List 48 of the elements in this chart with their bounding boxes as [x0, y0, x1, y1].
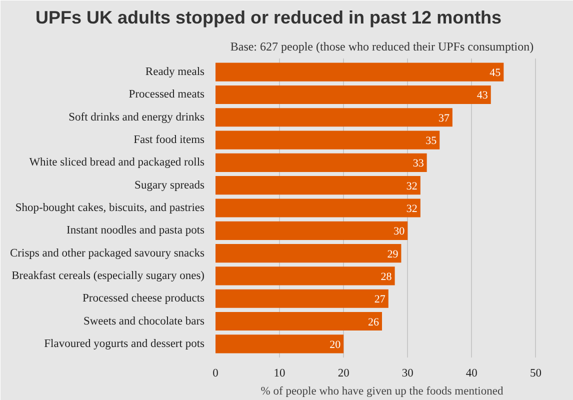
data-label: 37: [438, 112, 450, 124]
x-tick-label: 50: [530, 368, 542, 380]
x-axis-title: % of people who have given up the foods mentioned: [260, 386, 504, 398]
y-tick-label: White sliced bread and packaged rolls: [29, 156, 206, 169]
y-tick-label: Breakfast cereals (especially sugary ones): [12, 270, 205, 282]
y-tick-label: Fast food items: [134, 134, 206, 146]
bar: [216, 176, 420, 195]
data-label: 45: [490, 67, 502, 80]
bar: [216, 244, 402, 263]
bar: [216, 289, 388, 308]
bar: [216, 153, 427, 172]
data-label: 32: [406, 180, 418, 192]
data-label: 27: [374, 294, 386, 306]
y-tick-label: Ready meals: [145, 66, 206, 78]
x-tick-label: 40: [466, 368, 478, 380]
bar: [216, 334, 344, 354]
y-tick-label: Sugary spreads: [134, 179, 206, 192]
data-label: 20: [330, 338, 342, 351]
y-tick-label: Shop-bought cakes, biscuits, and pastries: [15, 202, 206, 214]
bar: [216, 62, 504, 82]
data-label: 32: [406, 203, 418, 215]
y-tick-label: Instant noodles and pasta pots: [66, 224, 206, 237]
x-tick-label: 30: [402, 368, 414, 380]
y-tick-label: Crisps and other packaged savoury snacks: [10, 247, 206, 260]
chart-subtitle: Base: 627 people (those who reduced their UPFs consumption): [230, 40, 534, 54]
data-label: 26: [368, 316, 380, 328]
data-label: 33: [412, 158, 424, 170]
x-tick-label: 0: [212, 368, 219, 380]
y-tick-label: Sweets and chocolate bars: [83, 315, 206, 328]
data-label: 30: [394, 226, 406, 238]
data-label: 29: [387, 248, 399, 260]
bar: [216, 312, 382, 331]
y-tick-label: Flavoured yogurts and dessert pots: [44, 338, 206, 350]
bar: [216, 221, 408, 240]
bar: [216, 108, 452, 127]
data-label: 43: [476, 90, 488, 102]
bar: [216, 130, 440, 150]
y-tick-label: Processed meats: [128, 88, 206, 101]
x-tick-label: 20: [338, 368, 350, 380]
data-label: 28: [380, 270, 392, 283]
data-label: 35: [426, 135, 438, 148]
y-tick-label: Soft drinks and energy drinks: [68, 111, 206, 124]
bar: [216, 85, 491, 104]
bar: [216, 266, 395, 286]
chart-title: UPFs UK adults stopped or reduced in past 12 months: [36, 8, 502, 28]
x-tick-label: 10: [274, 368, 286, 380]
y-tick-label: Processed cheese products: [82, 292, 206, 305]
bar: [216, 198, 420, 218]
